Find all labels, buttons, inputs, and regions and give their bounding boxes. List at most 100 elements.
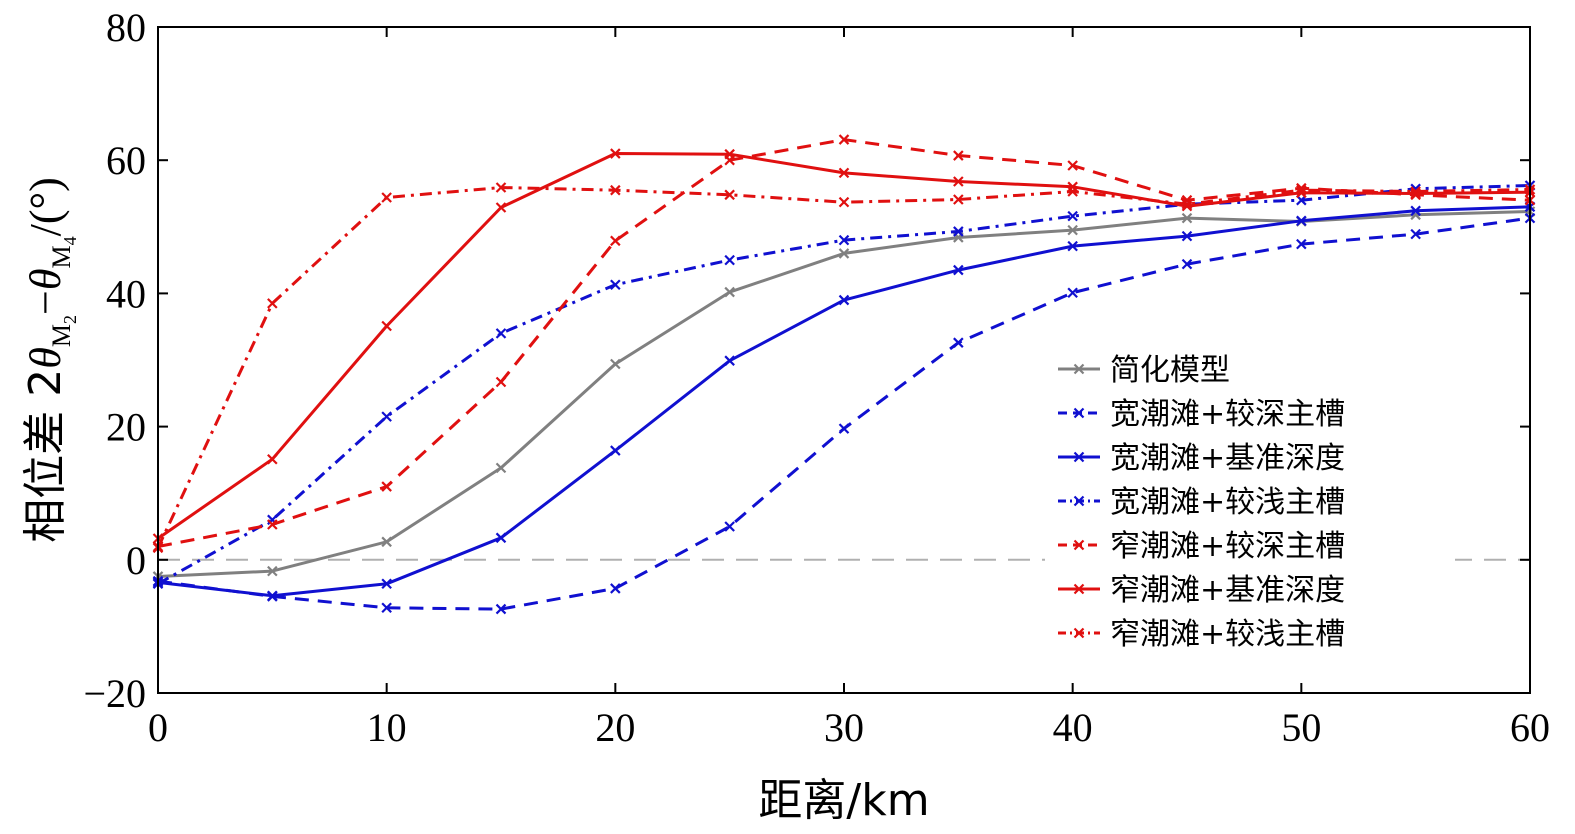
data-point <box>953 226 964 237</box>
y-tick-label: 0 <box>126 538 146 583</box>
series-3 <box>152 201 1536 602</box>
legend-marker <box>1073 363 1085 375</box>
legend-item: 宽潮滩+较浅主槽 <box>1058 485 1345 520</box>
data-point <box>838 423 850 434</box>
legend-label: 简化模型 <box>1110 353 1230 388</box>
data-point <box>267 298 278 309</box>
data-point <box>610 235 621 247</box>
data-point <box>381 411 392 422</box>
data-point <box>610 279 621 291</box>
data-point <box>381 536 392 548</box>
data-point <box>1067 210 1078 222</box>
data-point <box>953 150 964 161</box>
data-point <box>838 234 850 246</box>
data-point <box>267 565 278 577</box>
data-point <box>953 176 964 187</box>
x-tick-label: 60 <box>1510 705 1550 750</box>
legend-item: 窄潮滩+较浅主槽 <box>1058 617 1345 652</box>
data-point <box>724 286 735 298</box>
legend-item: 宽潮滩+较深主槽 <box>1058 397 1345 432</box>
data-point <box>495 603 507 615</box>
data-point <box>1067 224 1078 236</box>
data-point <box>724 521 735 532</box>
data-point <box>1296 215 1307 227</box>
data-point <box>838 134 850 145</box>
legend-marker <box>1073 539 1085 551</box>
data-point <box>610 184 621 196</box>
data-point <box>838 248 850 259</box>
x-tick-label: 40 <box>1053 705 1093 750</box>
data-point <box>610 583 621 594</box>
y-tick-label: −20 <box>83 671 146 716</box>
data-point <box>953 194 964 205</box>
legend-marker <box>1073 495 1085 507</box>
legend-item: 宽潮滩+基准深度 <box>1058 441 1345 476</box>
legend-label: 宽潮滩+较浅主槽 <box>1110 485 1345 520</box>
y-tick-label: 20 <box>106 405 146 450</box>
data-point <box>1067 160 1078 171</box>
data-point <box>724 254 735 266</box>
legend-label: 宽潮滩+基准深度 <box>1110 441 1345 476</box>
y-axis-label-prefix: 相位差 2 <box>20 369 71 543</box>
data-point <box>838 196 850 208</box>
data-point <box>838 294 850 306</box>
y-axis-label: 相位差 2θM2−θM4/(°) <box>20 177 80 542</box>
legend-label: 宽潮滩+较深主槽 <box>1110 397 1345 432</box>
y-axis-label-theta-2: θ <box>21 269 70 291</box>
data-point <box>1067 240 1078 252</box>
data-point <box>1296 238 1307 250</box>
legend-marker <box>1073 407 1085 419</box>
data-point <box>495 202 507 213</box>
data-point <box>381 602 392 614</box>
data-point <box>610 358 621 370</box>
x-tick-label: 30 <box>824 705 864 750</box>
data-point <box>495 532 507 544</box>
data-point <box>381 481 392 492</box>
legend-background <box>1045 342 1455 650</box>
data-point <box>953 264 964 276</box>
y-axis-label-sub-1: M <box>47 324 76 347</box>
data-point <box>495 328 507 339</box>
data-point <box>1181 212 1193 224</box>
x-axis-label: 距离/km <box>758 775 929 826</box>
data-point <box>267 453 278 465</box>
data-point <box>1410 205 1421 217</box>
data-point <box>838 167 850 179</box>
data-point <box>1181 258 1193 270</box>
data-point <box>381 192 392 203</box>
legend-label: 窄潮滩+基准深度 <box>1110 573 1345 608</box>
data-point <box>1067 287 1078 299</box>
data-point <box>495 376 507 388</box>
y-axis-label-minus: − <box>21 290 70 315</box>
data-point <box>1181 198 1193 210</box>
legend-marker <box>1073 583 1085 595</box>
series-4 <box>152 180 1536 590</box>
legend-item: 窄潮滩+较深主槽 <box>1058 529 1345 564</box>
x-tick-label: 50 <box>1281 705 1321 750</box>
data-point <box>610 445 621 456</box>
x-tick-label: 10 <box>367 705 407 750</box>
data-point <box>381 578 392 590</box>
legend-marker <box>1073 627 1085 639</box>
data-point <box>1410 228 1421 240</box>
legend-label: 窄潮滩+较深主槽 <box>1110 529 1345 564</box>
legend: 简化模型宽潮滩+较深主槽宽潮滩+基准深度宽潮滩+较浅主槽窄潮滩+较深主槽窄潮滩+… <box>1045 342 1455 652</box>
data-point <box>1410 186 1421 197</box>
data-point <box>610 148 621 159</box>
legend-label: 窄潮滩+较浅主槽 <box>1110 617 1345 652</box>
y-axis-label-subsub-2: 4 <box>60 236 80 245</box>
legend-marker <box>1073 451 1085 463</box>
legend-item: 简化模型 <box>1058 353 1230 388</box>
series-7 <box>152 182 1536 554</box>
data-point <box>495 462 507 474</box>
x-tick-label: 0 <box>148 705 168 750</box>
y-axis-label-suffix: /(°) <box>21 177 70 236</box>
data-point <box>724 148 735 160</box>
data-point <box>267 519 278 530</box>
y-axis-label-subsub-1: 2 <box>60 315 80 324</box>
data-point <box>724 189 735 201</box>
data-point <box>1181 230 1193 242</box>
y-axis-label-theta-1: θ <box>21 347 70 369</box>
